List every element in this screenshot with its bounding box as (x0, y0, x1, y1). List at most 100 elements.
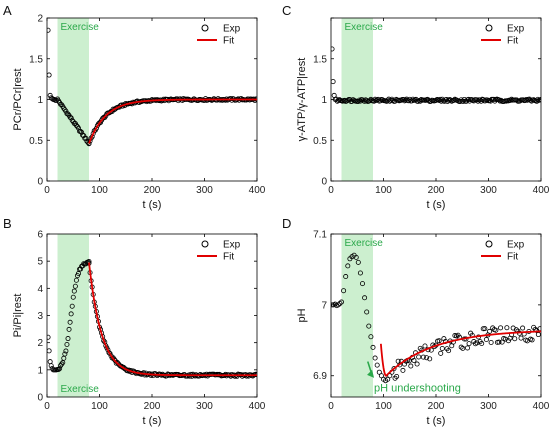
exp-data-point (483, 337, 489, 343)
y-tick-label: 0 (37, 177, 43, 188)
annotation-arrow-head (367, 369, 375, 378)
exp-data-point (410, 96, 416, 102)
x-tick-label: 200 (144, 401, 161, 412)
exp-data-point (376, 369, 382, 375)
exp-data-point (474, 97, 480, 103)
exp-data-point (47, 72, 52, 78)
panel-b-label: B (3, 216, 12, 231)
exp-data-point (378, 373, 384, 379)
exp-data-point (335, 302, 341, 308)
y-tick-label: 2 (37, 338, 43, 349)
y-tick-label: 7.1 (313, 230, 327, 241)
panel-b: B Exercise 0 100 200 300 400 0 1 2 3 4 5 6 t (s) Pi/Pi… (3, 216, 266, 427)
exp-data-point (505, 338, 511, 344)
exp-data-point (57, 366, 63, 372)
y-tick-label: 0 (321, 177, 327, 188)
x-tick-label: 200 (144, 185, 161, 196)
plot-area (331, 252, 541, 384)
exp-data-point (372, 96, 378, 102)
y-tick-label: 3 (37, 311, 43, 322)
y-tick-label: 1 (37, 95, 43, 106)
exp-data-point (520, 325, 526, 331)
exp-data-point (59, 361, 65, 367)
exp-data-point (535, 332, 541, 338)
x-axis-label: t (s) (427, 199, 446, 211)
exp-data-point (83, 135, 89, 141)
x-tick-label: 100 (91, 185, 108, 196)
y-tick-label: 2 (37, 14, 43, 25)
annotation-pH-undershooting: pH undershooting (374, 382, 461, 394)
legend-fit-label: Fit (507, 252, 518, 263)
exp-data-point (387, 373, 393, 379)
exp-data-point (47, 359, 53, 365)
y-tick-label: 5 (37, 257, 43, 268)
x-tick-label: 100 (375, 401, 392, 412)
exp-data-point (70, 294, 76, 300)
x-tick-label: 0 (44, 401, 50, 412)
exp-data-point (479, 341, 485, 347)
exercise-label: Exercise (61, 22, 100, 33)
panel-c-label: C (282, 3, 291, 18)
exp-data-point (441, 336, 447, 342)
exercise-band (57, 234, 89, 397)
exp-data-point (64, 342, 70, 348)
exp-data-point (357, 270, 363, 276)
y-tick-label: 1 (321, 95, 327, 106)
x-tick-label: 100 (91, 401, 108, 412)
x-tick-label: 300 (480, 185, 497, 196)
exp-data-point (341, 288, 347, 294)
x-tick-label: 300 (196, 185, 213, 196)
legend-exp-label: Exp (223, 24, 241, 35)
exp-data-point (518, 335, 524, 341)
legend-exp-marker (485, 240, 493, 248)
legend-fit-label: Fit (507, 36, 518, 47)
exp-data-point (400, 367, 406, 373)
exp-data-point (69, 303, 75, 309)
x-tick-label: 200 (428, 185, 445, 196)
y-tick-label: 6 (37, 230, 43, 241)
x-axis-label: t (s) (143, 199, 162, 211)
exercise-label: Exercise (345, 238, 384, 249)
x-tick-label: 0 (44, 185, 50, 196)
exp-data-point (391, 366, 397, 372)
x-tick-label: 100 (375, 185, 392, 196)
legend-exp-label: Exp (223, 240, 241, 251)
exp-data-point (537, 326, 541, 332)
exp-data-point (370, 344, 376, 350)
exp-data-point (438, 350, 444, 356)
panel-c: C Exercise 0 100 200 300 400 0 0.5 1 1.5 t (s) γ-AT… (282, 3, 550, 211)
exp-data-point (353, 254, 359, 260)
y-tick-label: 0.5 (313, 136, 327, 147)
y-axis-label: PCr/PCr|rest (12, 68, 24, 130)
legend-exp-marker (485, 24, 493, 32)
panel-d: D Exercise 0 100 200 300 400 6.9 7 7.1 t (s) pH Exp… (282, 216, 550, 427)
exp-data-point (67, 319, 73, 325)
exp-data-point (466, 341, 472, 347)
panel-a: A Exercise 0 100 200 300 400 0 0.5 1 1.5 2 t (s) PCr… (3, 3, 266, 211)
exp-data-point (394, 373, 400, 379)
x-tick-label: 300 (480, 401, 497, 412)
exercise-label: Exercise (61, 384, 100, 395)
y-axis-label: γ-ATP/γ-ATP|rest (296, 58, 308, 142)
exp-data-point (446, 348, 452, 354)
exp-data-point (345, 263, 351, 269)
exp-data-point (480, 326, 486, 332)
exp-data-point (355, 259, 361, 265)
exp-data-point (362, 295, 368, 301)
exp-data-point (71, 288, 77, 294)
exp-data-point (66, 326, 72, 332)
y-tick-label: 1.5 (313, 54, 327, 65)
legend-exp-label: Exp (507, 24, 525, 35)
exp-data-point (436, 338, 442, 344)
exp-data-point (337, 300, 343, 306)
exp-data-point (504, 325, 510, 331)
exp-data-point (424, 355, 430, 361)
plot-area (47, 27, 257, 147)
exp-data-point (482, 326, 488, 332)
exp-data-point (529, 337, 535, 343)
fit-line (88, 98, 257, 144)
exp-data-point (47, 348, 52, 354)
exp-data-point (535, 96, 541, 102)
panel-a-label: A (3, 3, 12, 18)
